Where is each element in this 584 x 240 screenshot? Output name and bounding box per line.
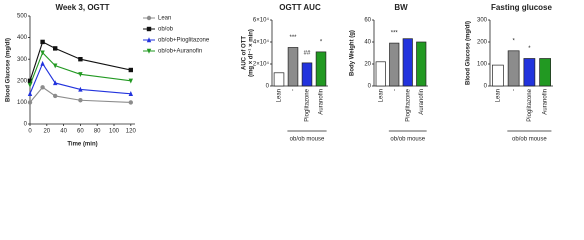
legend-marker [146,26,152,32]
bar [389,42,400,87]
group-label: ob/ob mouse [512,137,547,143]
bar [507,50,520,87]
chart-title: OGTT AUC [279,3,321,12]
x-tick-label: 100 [109,129,120,135]
legend-marker [146,48,152,54]
significance: * [512,38,515,44]
bar [492,64,504,87]
group-label: ob/ob mouse [290,137,325,143]
y-tick-label: 60 [364,18,371,24]
legend-label: ob/ob+Auranofin [158,49,202,55]
bar [416,41,427,87]
y-tick-label: 0 [484,84,488,90]
x-tick-label: - [511,89,517,91]
x-axis-label: Time (min) [67,142,97,148]
y-tick-label: 4×10⁴ [253,39,270,46]
marker [128,91,133,96]
bar [402,38,413,87]
y-tick-label: 0 [368,84,372,90]
y-tick-label: 300 [17,57,28,63]
y-axis-label: Blood Glucose (mg/dl) [6,38,12,102]
significance: ## [304,50,311,56]
y-tick-label: 6×10⁴ [253,17,270,24]
y-axis-label: Body Weight (g) [350,30,356,76]
marker [128,100,133,105]
bar [301,62,313,87]
x-tick-label: 0 [28,129,32,135]
marker [128,78,133,84]
y-axis-label: AUC of OTT [242,36,248,70]
bar [315,51,327,87]
x-tick-label: 120 [126,129,137,135]
marker [53,80,58,86]
y-tick-label: 20 [364,62,371,68]
bar [287,47,299,87]
significance: * [320,39,323,45]
x-tick-label: 60 [77,129,84,135]
marker [40,85,45,90]
marker [53,46,58,51]
y-tick-label: 500 [17,14,28,20]
y-tick-label: 0 [266,84,270,90]
x-tick-label: Pioglitazone [405,88,411,121]
significance: *** [391,31,399,37]
y-tick-label: 0 [24,122,28,128]
y-tick-label: 100 [477,62,488,68]
marker [27,91,33,96]
bar [375,61,386,87]
legend-marker [146,37,152,43]
bar [539,58,551,87]
marker [78,86,83,92]
y-axis-label: (mg × dl⁻¹ × min) [248,29,255,77]
y-tick-label: 200 [17,78,28,84]
legend-label: ob/ob [158,27,174,33]
x-tick-label: - [392,89,398,91]
x-tick-label: Lean [277,89,283,102]
chart-title: Fasting glucose [491,3,552,12]
marker [27,82,33,88]
x-tick-label: 20 [43,129,50,135]
legend-marker [146,15,152,21]
x-tick-label: Pioglitazone [305,88,311,121]
marker [40,50,45,56]
x-tick-label: Auranofin [419,89,425,115]
significance: * [528,46,531,52]
legend-label: ob/ob+Pioglitazone [158,38,210,44]
chart-title: BW [394,3,408,12]
x-tick-label: - [291,89,297,91]
bar [273,72,285,87]
y-tick-label: 300 [477,18,488,24]
x-tick-label: Auranofin [319,89,325,115]
x-tick-label: 80 [94,129,101,135]
legend-label: Lean [158,16,171,22]
marker [53,63,58,69]
significance: *** [289,35,297,41]
marker [78,57,83,62]
bar [523,58,536,87]
marker [78,98,83,103]
y-tick-label: 40 [364,40,371,46]
marker [78,72,83,78]
y-tick-label: 200 [477,40,488,46]
y-tick-label: 100 [17,100,28,106]
marker [40,60,45,66]
marker [27,78,33,83]
x-tick-label: Lean [495,89,501,102]
chart-title: Week 3, OGTT [55,3,109,12]
x-tick-label: Auranofin [543,89,549,115]
marker [40,39,45,45]
y-tick-label: 400 [17,35,28,41]
y-tick-label: 2×10⁴ [253,61,270,68]
x-tick-label: Lean [378,89,384,102]
marker [27,100,33,105]
y-axis-label: Blood Glucose (mg/dl) [466,21,472,85]
marker [53,93,58,99]
x-tick-label: Pioglitazone [527,88,533,121]
group-label: ob/ob mouse [390,137,425,143]
marker [128,67,133,73]
x-tick-label: 40 [60,129,67,135]
